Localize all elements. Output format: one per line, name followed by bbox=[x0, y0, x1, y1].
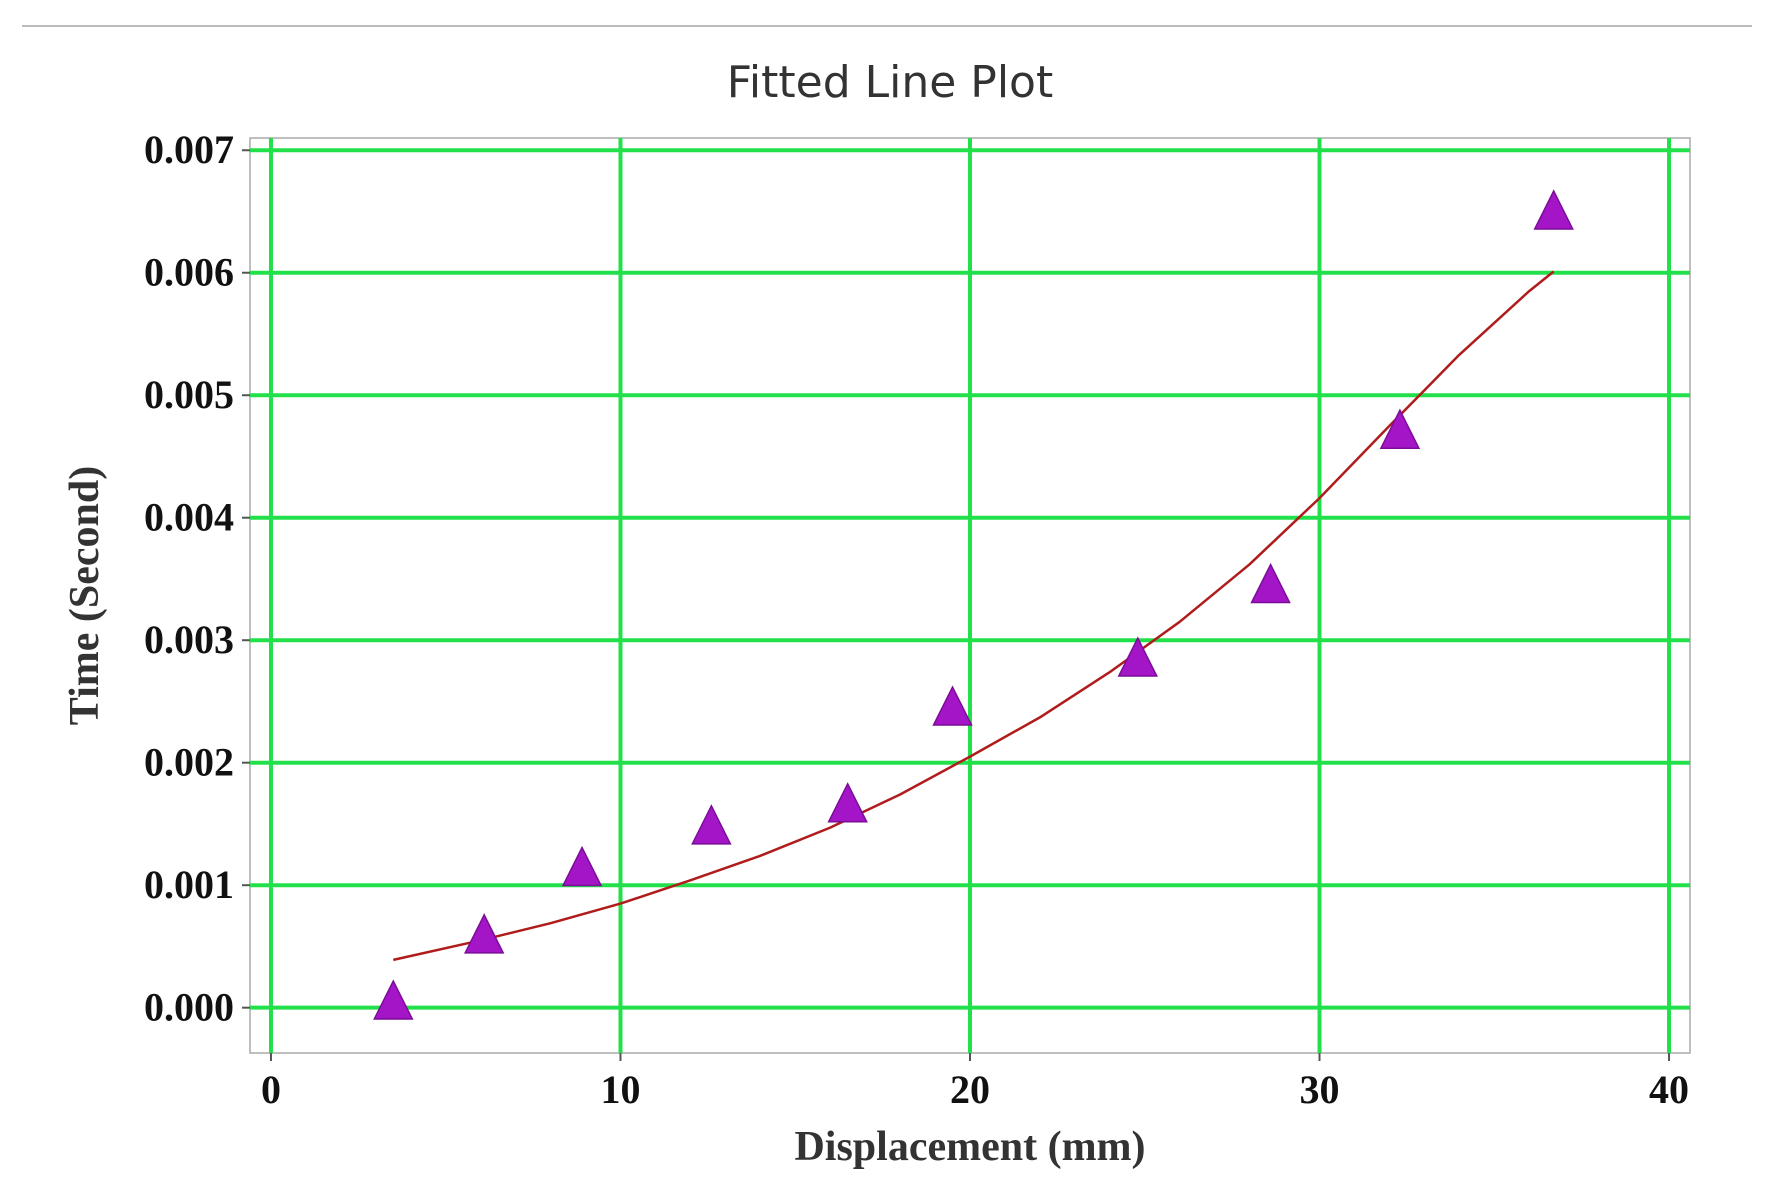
y-tick-label: 0.001 bbox=[144, 862, 234, 907]
y-tick-label: 0.002 bbox=[144, 740, 234, 785]
data-point-1 bbox=[373, 979, 414, 1020]
y-tick-label: 0.007 bbox=[144, 127, 234, 172]
y-axis-label: Time (Second) bbox=[62, 466, 108, 725]
x-axis-ticks: 0 10 20 30 40 bbox=[261, 1053, 1689, 1112]
x-tick-label: 10 bbox=[600, 1067, 640, 1112]
data-point-9 bbox=[1379, 408, 1421, 449]
chart-title: Fitted Line Plot bbox=[727, 57, 1053, 108]
x-tick-label: 20 bbox=[950, 1067, 990, 1112]
data-point-5 bbox=[827, 782, 868, 823]
y-tick-label: 0.003 bbox=[144, 617, 234, 662]
data-point-7 bbox=[1117, 636, 1158, 677]
x-tick-label: 40 bbox=[1649, 1067, 1689, 1112]
data-point-8 bbox=[1250, 562, 1291, 604]
x-tick-label: 0 bbox=[261, 1067, 281, 1112]
data-point-3 bbox=[561, 845, 603, 887]
y-tick-label: 0.004 bbox=[144, 495, 234, 540]
grid-lines bbox=[250, 138, 1690, 1053]
fitted-line bbox=[393, 270, 1555, 962]
data-point-6 bbox=[932, 685, 973, 726]
y-axis-ticks: 0.000 0.001 0.002 0.003 0.004 0.005 0.006 0.007 bbox=[144, 127, 250, 1030]
data-points bbox=[373, 189, 1574, 1020]
data-point-10 bbox=[1533, 189, 1574, 230]
data-point-2 bbox=[463, 913, 505, 954]
x-tick-label: 30 bbox=[1300, 1067, 1340, 1112]
y-tick-label: 0.005 bbox=[144, 372, 234, 417]
x-axis-label: Displacement (mm) bbox=[794, 1124, 1145, 1170]
y-tick-label: 0.006 bbox=[144, 250, 234, 295]
y-tick-label: 0.000 bbox=[144, 985, 234, 1030]
data-point-4 bbox=[691, 804, 732, 845]
